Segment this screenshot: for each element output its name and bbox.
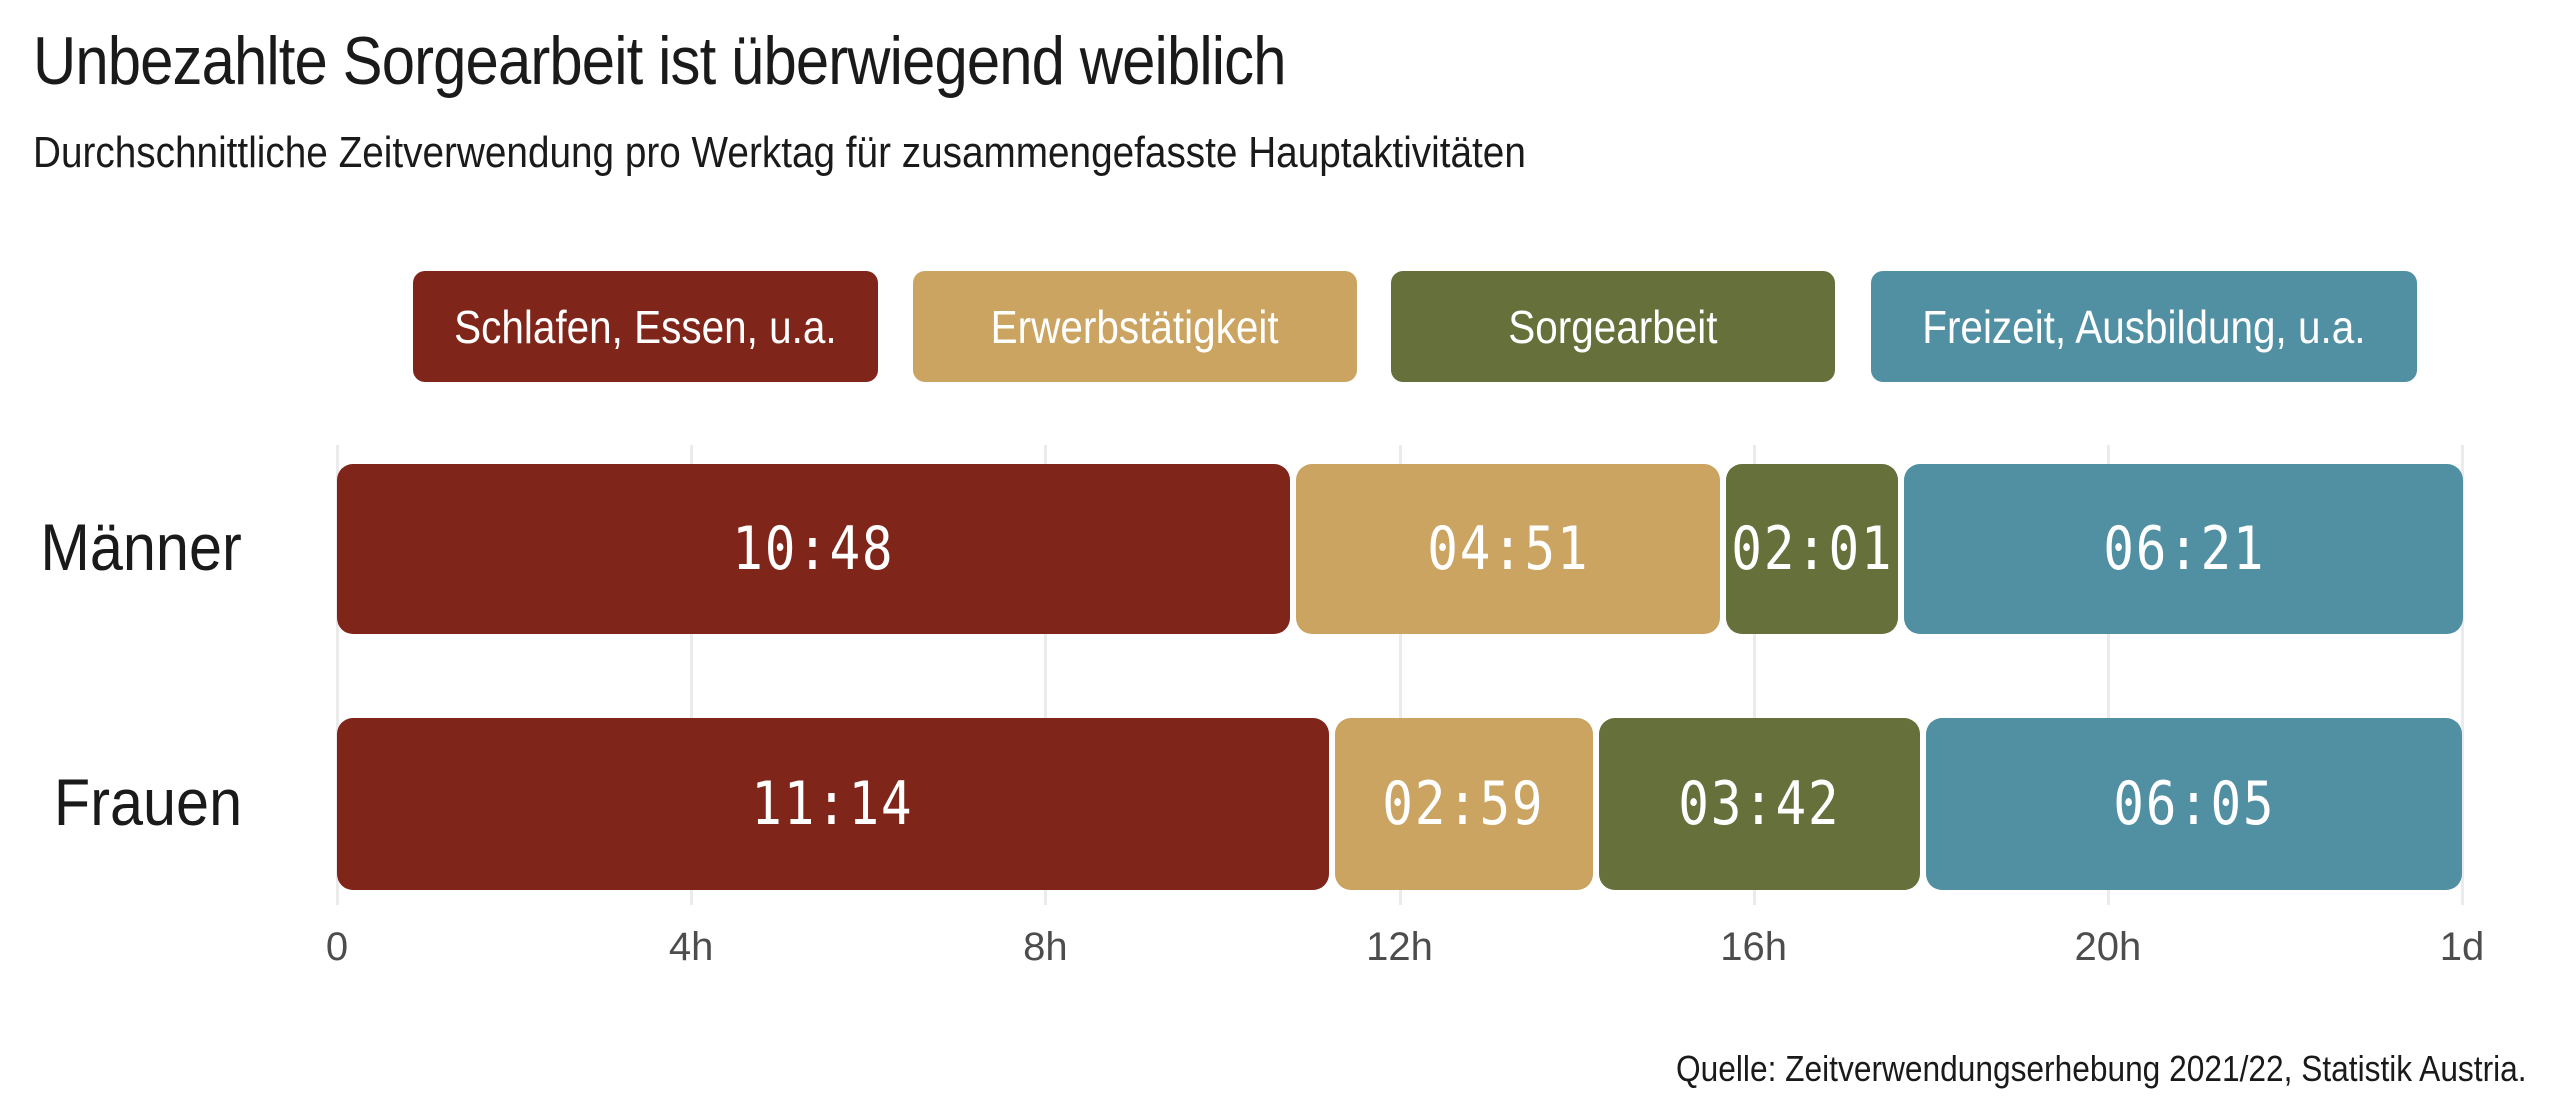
- bar-segment: 11:14: [337, 718, 1329, 890]
- legend-item: Freizeit, Ausbildung, u.a.: [1871, 271, 2417, 382]
- x-tick-label: 4h: [668, 925, 714, 969]
- legend-item: Erwerbstätigkeit: [913, 271, 1357, 382]
- legend-label: Sorgearbeit: [1508, 300, 1718, 353]
- data-label: 06:05: [2113, 769, 2276, 839]
- bar-segment: 06:05: [1926, 718, 2462, 890]
- x-tick-label: 1d: [2439, 925, 2485, 969]
- x-tick-label: 20h: [2074, 925, 2142, 969]
- x-tick-label: 16h: [1720, 925, 1788, 969]
- category-label: Frauen: [53, 765, 242, 839]
- data-label: 03:42: [1678, 769, 1841, 839]
- bar-segment: 04:51: [1296, 464, 1720, 634]
- category-label: Männer: [40, 510, 242, 584]
- legend-label: Schlafen, Essen, u.a.: [454, 300, 837, 353]
- gridline: [1044, 445, 1048, 905]
- source-note: Quelle: Zeitverwendungserhebung 2021/22,…: [1676, 1048, 2527, 1089]
- bar-segment: 02:01: [1725, 464, 1899, 634]
- data-label: 02:59: [1382, 769, 1545, 839]
- data-label: 06:21: [2102, 514, 2265, 584]
- gridline: [2106, 445, 2110, 905]
- gridline: [1398, 445, 1402, 905]
- gridline: [1752, 445, 1756, 905]
- gridline: [336, 445, 339, 905]
- data-label: 10:48: [732, 514, 895, 584]
- bar-segment: 06:21: [1904, 464, 2464, 634]
- data-label: 02:01: [1730, 514, 1893, 584]
- legend-label: Freizeit, Ausbildung, u.a.: [1922, 300, 2366, 353]
- legend-item: Schlafen, Essen, u.a.: [413, 271, 878, 382]
- bar-segment: 10:48: [337, 464, 1291, 634]
- gridline: [690, 445, 694, 905]
- x-tick-label: 8h: [1023, 925, 1068, 969]
- legend-item: Sorgearbeit: [1391, 271, 1835, 382]
- bar-segment: 03:42: [1598, 718, 1921, 890]
- x-tick-label: 0: [325, 925, 349, 969]
- chart-title: Unbezahlte Sorgearbeit ist überwiegend w…: [33, 23, 1287, 99]
- data-label: 11:14: [751, 769, 914, 839]
- bar-segment: 02:59: [1334, 718, 1593, 890]
- legend-label: Erwerbstätigkeit: [991, 300, 1279, 353]
- chart-subtitle: Durchschnittliche Zeitverwendung pro Wer…: [33, 128, 1526, 177]
- gridline: [2461, 445, 2464, 905]
- x-tick-label: 12h: [1366, 925, 1433, 969]
- data-label: 04:51: [1426, 514, 1589, 584]
